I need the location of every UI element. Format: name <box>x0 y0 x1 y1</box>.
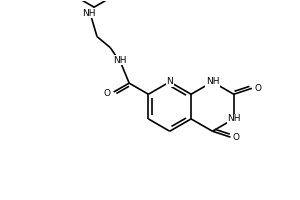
Text: NH: NH <box>206 77 219 86</box>
Text: NH: NH <box>227 114 241 123</box>
Text: O: O <box>233 133 240 142</box>
Text: O: O <box>254 84 261 93</box>
Text: O: O <box>103 89 111 98</box>
Text: NH: NH <box>82 9 96 18</box>
Text: NH: NH <box>113 56 127 65</box>
Text: N: N <box>167 77 173 86</box>
